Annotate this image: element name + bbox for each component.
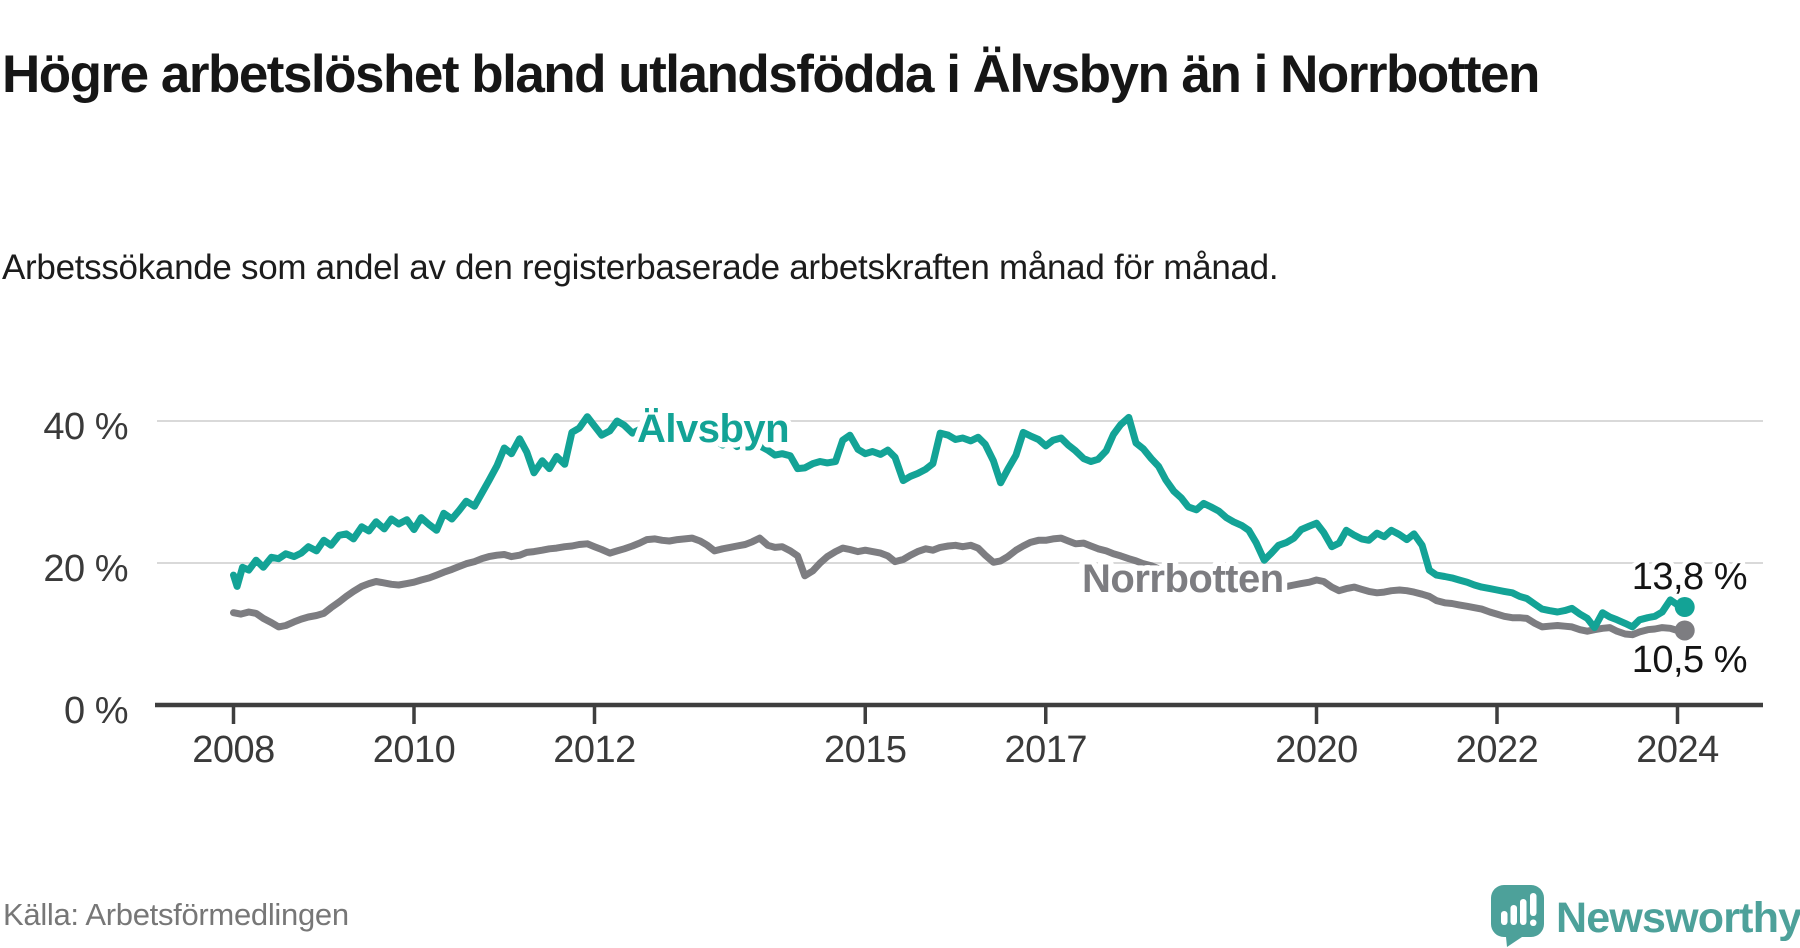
y-tick-label-20: 20 % <box>43 548 128 590</box>
x-tick-label-2008: 2008 <box>192 729 275 771</box>
bar-medium <box>1510 905 1517 925</box>
end-value-label-alvsbyn: 13,8 % <box>1632 556 1747 598</box>
series-line-alvsbyn <box>230 413 1689 632</box>
bar-tall <box>1520 899 1527 925</box>
x-tick-label-2012: 2012 <box>553 729 636 771</box>
series-label-norrbotten: Norrbotten <box>1082 557 1284 601</box>
x-tick-label-2017: 2017 <box>1004 729 1087 771</box>
end-dot-norrbotten <box>1674 620 1695 641</box>
bar-small <box>1501 911 1508 925</box>
exclamation-bar <box>1530 893 1537 916</box>
x-tick-label-2010: 2010 <box>373 729 456 771</box>
x-tick-label-2020: 2020 <box>1275 729 1358 771</box>
source-note: Källa: Arbetsförmedlingen <box>3 897 349 932</box>
series-line-norrbotten <box>230 534 1689 639</box>
end-dot-alvsbyn <box>1674 597 1695 618</box>
newsworthy-logo: Newsworthy <box>1490 884 1800 948</box>
newsworthy-wordmark: Newsworthy <box>1556 894 1800 942</box>
x-tick-label-2024: 2024 <box>1636 729 1719 771</box>
x-tick-label-2015: 2015 <box>824 729 907 771</box>
page-title: Högre arbetslöshet bland utlandsfödda i … <box>2 44 1540 104</box>
exclamation-dot <box>1530 919 1537 926</box>
y-tick-label-0: 0 % <box>64 690 128 732</box>
end-value-label-norrbotten: 10,5 % <box>1632 639 1747 681</box>
speech-bubble-chart-icon <box>1491 885 1544 947</box>
series-label-alvsbyn: Älvsbyn <box>637 407 789 451</box>
page-subtitle: Arbetssökande som andel av den registerb… <box>2 248 1279 287</box>
x-tick-label-2022: 2022 <box>1456 729 1539 771</box>
y-tick-label-40: 40 % <box>43 406 128 448</box>
